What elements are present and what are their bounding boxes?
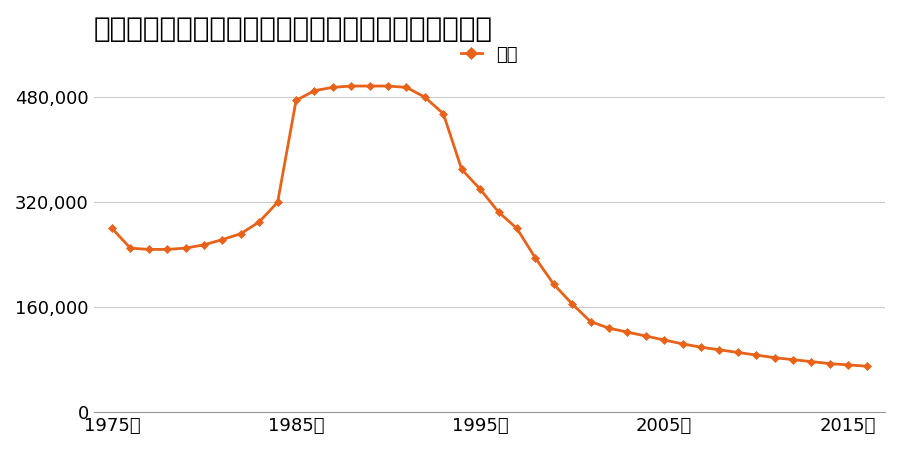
価格 bbox=[125, 245, 136, 251]
価格 bbox=[162, 247, 173, 252]
価格 bbox=[401, 85, 412, 90]
価格 bbox=[474, 186, 485, 192]
価格 bbox=[770, 355, 780, 360]
価格 bbox=[236, 231, 247, 236]
価格 bbox=[733, 350, 743, 355]
価格 bbox=[788, 357, 798, 362]
価格 bbox=[842, 362, 853, 368]
価格 bbox=[548, 282, 559, 287]
Legend: 価格: 価格 bbox=[454, 39, 526, 71]
価格 bbox=[180, 245, 191, 251]
価格 bbox=[714, 347, 724, 352]
価格 bbox=[273, 199, 284, 205]
価格 bbox=[346, 83, 356, 89]
価格 bbox=[456, 166, 467, 172]
価格 bbox=[530, 255, 541, 261]
価格 bbox=[567, 301, 578, 306]
価格 bbox=[143, 247, 154, 252]
価格 bbox=[106, 226, 117, 231]
価格 bbox=[309, 88, 320, 93]
価格 bbox=[438, 111, 449, 116]
価格 bbox=[604, 325, 615, 331]
価格 bbox=[199, 242, 210, 248]
価格 bbox=[824, 361, 835, 366]
価格 bbox=[622, 329, 633, 335]
価格 bbox=[511, 226, 522, 231]
価格 bbox=[254, 219, 265, 225]
価格 bbox=[659, 337, 670, 342]
価格 bbox=[328, 85, 338, 90]
価格 bbox=[291, 98, 302, 103]
価格 bbox=[364, 83, 375, 89]
価格 bbox=[751, 352, 761, 358]
価格 bbox=[696, 345, 706, 350]
価格 bbox=[585, 319, 596, 324]
価格 bbox=[677, 341, 688, 346]
価格 bbox=[861, 364, 872, 369]
価格 bbox=[493, 209, 504, 215]
価格 bbox=[382, 83, 393, 89]
Line: 価格: 価格 bbox=[109, 83, 869, 369]
価格 bbox=[419, 94, 430, 100]
価格 bbox=[217, 237, 228, 242]
Text: 青森県五所川原市字大町２５番１ほか１筆の地価推移: 青森県五所川原市字大町２５番１ほか１筆の地価推移 bbox=[94, 15, 492, 43]
価格 bbox=[806, 359, 817, 364]
価格 bbox=[640, 333, 651, 339]
